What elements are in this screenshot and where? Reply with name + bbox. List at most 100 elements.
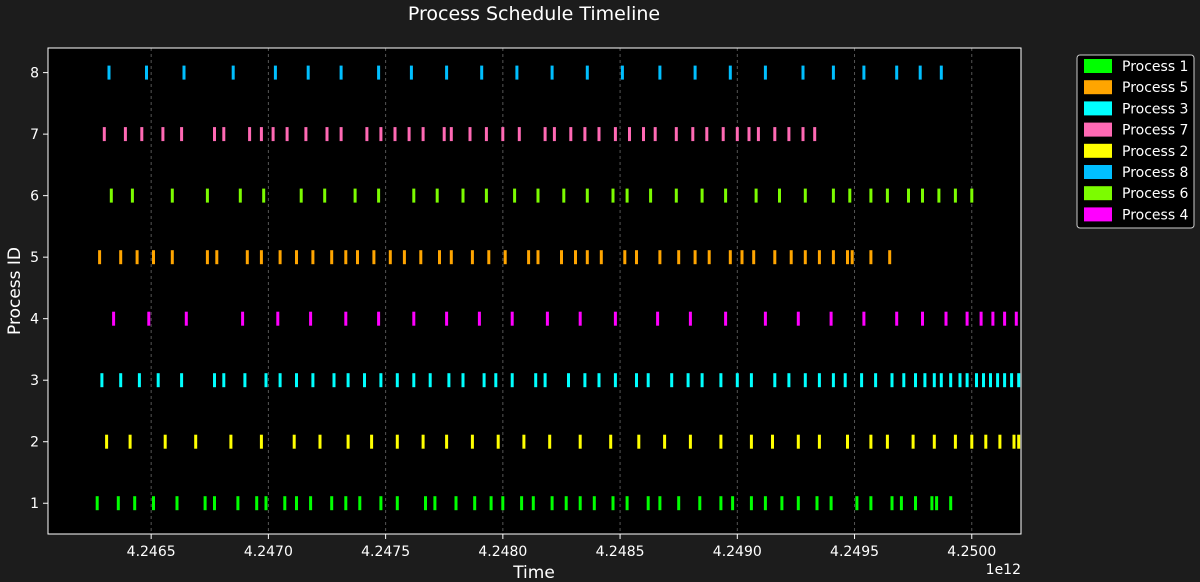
event-mark	[895, 65, 899, 80]
y-axis-ticks: 1 2 3 4 5 6 7 8	[30, 66, 48, 512]
event-mark	[585, 188, 589, 203]
event-mark	[180, 127, 184, 142]
x-tick-label: 4.2495	[830, 544, 879, 560]
event-mark	[846, 250, 849, 265]
event-mark	[236, 496, 240, 511]
event-mark	[869, 434, 873, 449]
legend-box	[1076, 54, 1195, 229]
event-mark	[921, 188, 924, 203]
event-mark	[163, 434, 167, 449]
event-mark	[780, 496, 784, 511]
event-mark	[311, 373, 315, 388]
event-mark	[771, 434, 774, 449]
event-mark	[585, 250, 589, 265]
event-mark	[231, 65, 235, 80]
event-mark	[885, 188, 889, 203]
event-mark	[789, 250, 793, 265]
event-mark	[311, 250, 315, 265]
event-mark	[801, 127, 805, 142]
event-mark	[175, 496, 179, 511]
event-mark	[489, 496, 493, 511]
event-mark	[339, 65, 343, 80]
event-mark	[625, 188, 629, 203]
event-mark	[447, 373, 451, 388]
event-mark	[998, 434, 1002, 449]
event-mark	[677, 250, 681, 265]
event-mark	[435, 188, 439, 203]
event-mark	[637, 434, 641, 449]
event-mark	[653, 127, 657, 142]
event-mark	[105, 434, 109, 449]
event-mark	[346, 434, 350, 449]
event-mark	[531, 496, 535, 511]
event-mark	[377, 65, 381, 80]
event-mark	[763, 65, 767, 80]
event-mark	[241, 311, 245, 326]
event-mark	[965, 373, 969, 388]
event-mark	[752, 250, 756, 265]
event-mark	[658, 65, 662, 80]
event-mark	[344, 311, 348, 326]
event-mark	[862, 311, 866, 326]
plot-frame	[47, 47, 1022, 535]
event-mark	[1014, 311, 1018, 326]
event-mark	[194, 434, 198, 449]
event-mark	[534, 373, 538, 388]
event-mark	[309, 311, 313, 326]
event-mark	[259, 250, 263, 265]
event-mark	[517, 127, 521, 142]
event-mark	[939, 65, 943, 80]
event-mark	[484, 127, 488, 142]
event-mark	[773, 250, 777, 265]
event-mark	[140, 127, 144, 142]
event-mark	[583, 127, 587, 142]
legend-swatch	[1084, 59, 1112, 73]
event-mark	[156, 373, 160, 388]
event-mark	[628, 127, 631, 142]
event-mark	[698, 496, 702, 511]
event-mark	[264, 496, 268, 511]
event-mark	[147, 311, 151, 326]
event-mark	[874, 373, 878, 388]
event-mark	[719, 496, 723, 511]
y-tick-label: 1	[30, 496, 39, 512]
y-tick-label: 4	[30, 312, 39, 328]
event-mark	[161, 127, 165, 142]
event-mark	[552, 127, 556, 142]
legend-swatch	[1084, 122, 1112, 137]
event-mark	[815, 496, 819, 511]
legend-label: Process 4	[1122, 207, 1189, 223]
event-mark	[578, 434, 582, 449]
event-mark	[817, 250, 821, 265]
event-mark	[613, 311, 617, 326]
event-mark	[449, 250, 453, 265]
event-mark	[773, 373, 777, 388]
event-mark	[796, 434, 800, 449]
event-mark	[862, 65, 866, 80]
event-mark	[283, 496, 287, 511]
event-mark	[831, 188, 835, 203]
event-mark	[377, 311, 381, 326]
x-tick-label: 4.2465	[127, 544, 176, 560]
event-mark	[501, 496, 505, 511]
legend-label: Process 6	[1122, 186, 1189, 202]
event-mark	[215, 250, 219, 265]
event-mark	[860, 373, 864, 388]
event-mark	[796, 496, 800, 511]
legend-swatch	[1084, 143, 1112, 158]
legend-swatch	[1084, 165, 1112, 179]
event-mark	[817, 373, 821, 388]
event-mark	[128, 434, 132, 449]
event-mark	[510, 373, 514, 388]
event-mark	[379, 496, 383, 511]
event-mark	[564, 496, 568, 511]
event-mark	[724, 311, 728, 326]
event-mark	[688, 311, 692, 326]
event-mark	[137, 373, 141, 388]
event-mark	[700, 188, 704, 203]
event-mark	[937, 188, 941, 203]
event-mark	[688, 434, 692, 449]
event-mark	[365, 127, 369, 142]
event-mark	[409, 65, 413, 80]
